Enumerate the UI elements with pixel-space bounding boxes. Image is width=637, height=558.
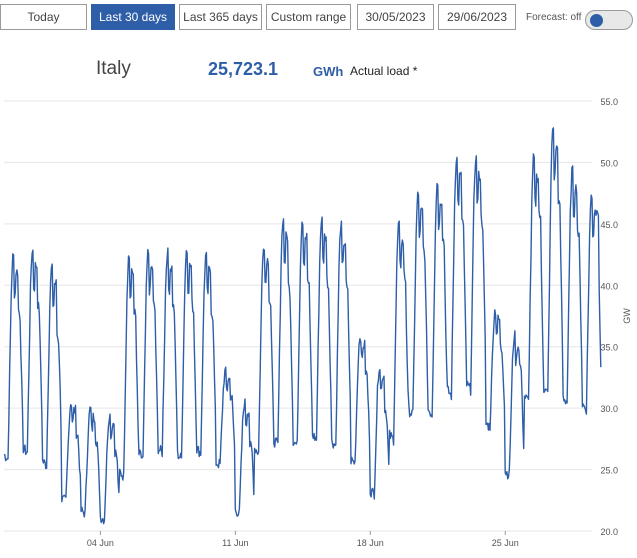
last-30-days-button[interactable]: Last 30 days xyxy=(91,4,175,30)
actual-load-note: Actual load * xyxy=(350,64,418,78)
summary: Italy 25,723.1 GWh Actual load * xyxy=(0,58,637,84)
y-tick-label-7: 55.0 xyxy=(600,97,618,107)
date-from-field[interactable]: 30/05/2023 xyxy=(357,4,434,30)
y-tick-label-3: 35.0 xyxy=(600,343,618,353)
y-axis-label: GW xyxy=(622,308,632,324)
toolbar: Today Last 30 days Last 365 days Custom … xyxy=(0,4,637,32)
date-to-field[interactable]: 29/06/2023 xyxy=(438,4,516,30)
x-tick-label-0: 04 Jun xyxy=(87,538,114,548)
x-tick-label-3: 25 Jun xyxy=(492,538,519,548)
y-tick-label-6: 50.0 xyxy=(600,158,618,168)
y-tick-label-4: 40.0 xyxy=(600,281,618,291)
forecast-label: Forecast: off xyxy=(526,12,582,23)
forecast-toggle[interactable] xyxy=(585,10,633,30)
y-tick-label-1: 25.0 xyxy=(600,466,618,476)
last-365-days-button[interactable]: Last 365 days xyxy=(179,4,262,30)
total-unit: GWh xyxy=(313,64,344,79)
custom-range-button[interactable]: Custom range xyxy=(266,4,351,30)
load-chart: 20.0 25.0 30.0 35.0 40.0 45.0 50.0 55.0 GW 04 Jun… xyxy=(3,97,632,548)
x-tick-label-1: 11 Jun xyxy=(222,538,248,548)
x-tick-label-2: 18 Jun xyxy=(357,538,384,548)
y-tick-label-0: 20.0 xyxy=(600,527,618,537)
toggle-knob xyxy=(590,14,603,27)
y-tick-label-2: 30.0 xyxy=(600,404,618,414)
series-line xyxy=(3,127,602,525)
today-button[interactable]: Today xyxy=(0,4,87,30)
y-tick-label-5: 45.0 xyxy=(600,220,618,230)
country-label: Italy xyxy=(96,58,131,79)
total-value: 25,723.1 xyxy=(208,59,279,79)
